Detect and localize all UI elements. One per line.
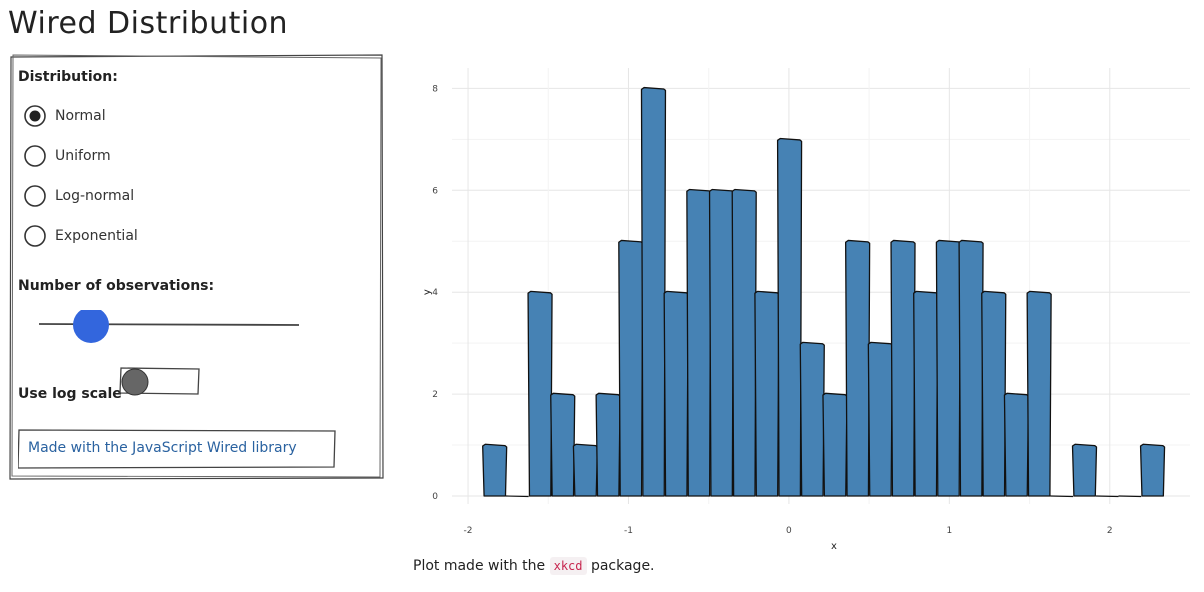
histogram-bar: [663, 290, 689, 497]
y-axis-label: y: [422, 289, 433, 295]
x-tick-label: 1: [946, 526, 952, 536]
histogram-bar: [913, 290, 939, 497]
radio-exponential-label: Exponential: [55, 228, 138, 244]
controls-panel: Distribution: Normal Uniform Log-normal …: [9, 54, 384, 480]
y-tick-label: 8: [432, 84, 438, 94]
histogram-bar: [731, 188, 757, 497]
histogram-bar-empty: [1050, 495, 1074, 498]
histogram-bar-empty: [505, 495, 529, 498]
log-scale-label: Use log scale: [18, 386, 122, 402]
y-tick-label: 6: [432, 186, 438, 196]
y-tick-label: 0: [432, 492, 438, 502]
radio-uniform[interactable]: Uniform: [23, 144, 111, 168]
radio-normal[interactable]: Normal: [23, 104, 106, 128]
distribution-label: Distribution:: [18, 69, 118, 85]
histogram-bar-empty: [1095, 495, 1119, 498]
histogram-bar: [981, 290, 1007, 497]
observations-slider[interactable]: [37, 307, 301, 350]
caption-suffix: package.: [590, 558, 655, 574]
histogram-bar: [754, 290, 780, 497]
y-tick-label: 4: [432, 288, 438, 298]
histogram-bar: [618, 239, 644, 497]
caption-prefix: Plot made with the: [413, 558, 546, 574]
wired-library-link-text[interactable]: Made with the JavaScript Wired library: [28, 440, 297, 456]
histogram-bar: [845, 239, 871, 497]
radio-normal-circle[interactable]: [23, 104, 47, 128]
radio-uniform-circle[interactable]: [23, 144, 47, 168]
radio-normal-label: Normal: [55, 108, 106, 124]
histogram-bar: [958, 239, 984, 497]
log-scale-toggle[interactable]: [119, 364, 201, 398]
caption-code: xkcd: [549, 557, 587, 575]
histogram-bar-empty: [1118, 495, 1142, 498]
plot-caption: Plot made with the xkcd package.: [413, 557, 655, 575]
histogram-bar: [640, 86, 667, 497]
x-axis-label: x: [831, 541, 837, 552]
histogram-plot: 0 2 4 6 8 -2 -1 0 1 2 x y: [412, 54, 1196, 554]
histogram-bar: [1026, 290, 1052, 497]
histogram-bar: [482, 443, 508, 497]
histogram-bar: [1071, 443, 1098, 497]
histogram-bar: [686, 188, 712, 497]
histogram-bar: [776, 137, 803, 497]
slider-knob[interactable]: [73, 307, 109, 343]
observations-label: Number of observations:: [18, 278, 215, 294]
x-tick-label: -1: [624, 526, 633, 536]
wired-library-link[interactable]: Made with the JavaScript Wired library: [18, 429, 336, 469]
histogram-bar: [595, 392, 621, 497]
x-tick-label: -2: [464, 526, 473, 536]
histogram-bar: [708, 188, 735, 497]
histogram-bar: [1003, 392, 1030, 497]
radio-log-normal-label: Log-normal: [55, 188, 135, 204]
toggle-knob[interactable]: [121, 368, 149, 396]
radio-log-normal-circle[interactable]: [23, 184, 47, 208]
histogram-bar: [527, 290, 553, 497]
histogram-bar: [867, 341, 893, 497]
app-title: Wired Distribution: [8, 6, 289, 41]
histogram-bar: [550, 392, 576, 497]
radio-exponential[interactable]: Exponential: [23, 224, 138, 248]
histogram-bar: [935, 239, 962, 497]
radio-log-normal[interactable]: Log-normal: [23, 184, 134, 208]
x-tick-label: 2: [1107, 526, 1113, 536]
histogram-bar: [572, 443, 599, 497]
histogram-svg: 0 2 4 6 8 -2 -1 0 1 2 x y: [422, 68, 1190, 552]
x-tick-label: 0: [786, 526, 792, 536]
panel-border: [9, 54, 384, 480]
histogram-bar: [890, 239, 916, 497]
histogram-bar: [799, 341, 825, 497]
histogram-bar: [822, 392, 848, 497]
y-tick-label: 2: [432, 390, 438, 400]
histogram-bar: [1139, 443, 1166, 497]
radio-uniform-label: Uniform: [55, 148, 111, 164]
radio-exponential-circle[interactable]: [23, 224, 47, 248]
